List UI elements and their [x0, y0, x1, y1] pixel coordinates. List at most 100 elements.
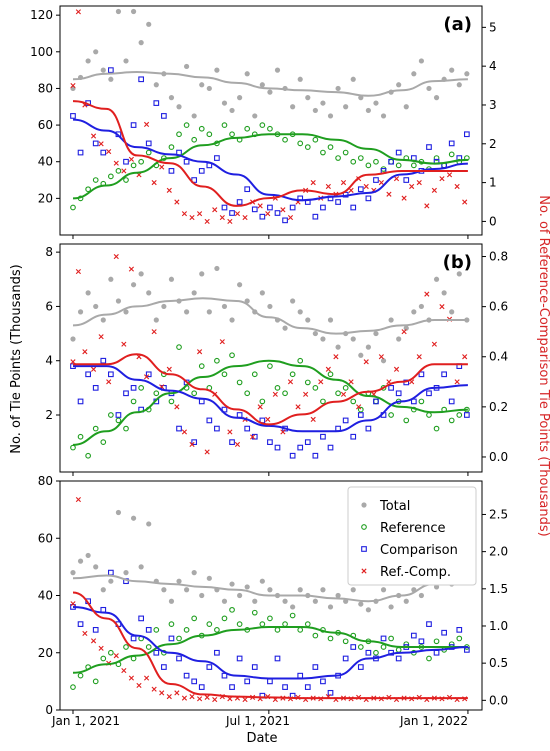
total-point — [320, 587, 326, 593]
total-point — [191, 113, 197, 119]
reference-point — [108, 649, 114, 656]
left-y-tick-label: 20 — [38, 646, 53, 660]
total-point — [146, 290, 152, 296]
reference-point — [448, 151, 455, 158]
comparison-point — [320, 433, 326, 440]
refcomp-point — [219, 339, 225, 345]
refcomp-point — [174, 404, 180, 410]
legend: Total Reference Comparison Ref.-Comp. — [347, 486, 477, 586]
comparison-point — [274, 655, 281, 662]
legend-marker-comparison — [361, 546, 367, 552]
right-y-tick-label: 2.5 — [489, 507, 508, 521]
reference-point — [320, 398, 326, 405]
comparison-point — [373, 177, 379, 183]
reference-point — [229, 352, 235, 359]
panel-label: (b) — [443, 252, 472, 273]
comparison-point — [267, 439, 273, 445]
total-point — [123, 309, 129, 315]
total-point — [184, 309, 190, 315]
total-point — [115, 298, 122, 304]
refcomp-trend-line — [72, 353, 468, 426]
comparison-point — [312, 452, 319, 459]
total-point — [312, 330, 318, 337]
right-y-tick-label: 0.5 — [489, 656, 508, 670]
total-point — [327, 604, 334, 610]
plot-frame — [59, 5, 483, 236]
refcomp-point — [181, 211, 188, 217]
total-point — [191, 290, 197, 296]
total-point — [100, 317, 106, 323]
right-y-tick-label: 1 — [489, 176, 497, 190]
comparison-point — [373, 398, 379, 405]
comparison-point — [388, 385, 394, 391]
refcomp-series — [70, 253, 468, 455]
total-point — [252, 598, 258, 604]
left-y-tick-label: 6 — [45, 299, 53, 313]
comparison-point — [395, 149, 402, 156]
refcomp-point — [90, 638, 97, 644]
left-y-tick-label: 40 — [38, 589, 53, 603]
refcomp-point — [75, 496, 81, 503]
refcomp-point — [204, 449, 210, 455]
reference-point — [335, 155, 341, 161]
reference-point — [267, 363, 273, 369]
comparison-point — [395, 390, 402, 397]
reference-point — [350, 158, 357, 165]
total-point — [433, 95, 440, 101]
total-point — [373, 330, 379, 337]
total-point — [70, 570, 76, 576]
total-point — [290, 104, 296, 110]
total-point — [297, 309, 303, 315]
plot-area — [60, 244, 482, 472]
refcomp-point — [325, 183, 331, 190]
reference-point — [191, 390, 198, 397]
total-point — [290, 604, 296, 610]
reference-point — [100, 655, 107, 662]
reference-point — [77, 433, 84, 440]
comparison-point — [267, 204, 273, 211]
refcomp-point — [234, 211, 241, 217]
refcomp-point — [121, 168, 127, 174]
reference-point — [229, 131, 235, 138]
total-point — [85, 552, 91, 559]
reference-point — [85, 452, 91, 459]
comparison-point — [327, 444, 334, 451]
refcomp-point — [431, 187, 437, 193]
total-point — [130, 515, 137, 521]
total-point — [388, 317, 394, 323]
comparison-point — [92, 385, 99, 391]
total-point — [100, 587, 106, 593]
reference-point — [206, 621, 213, 627]
total-point — [138, 271, 144, 277]
reference-point — [221, 122, 228, 128]
reference-point — [176, 344, 182, 350]
refcomp-point — [265, 416, 271, 422]
total-point — [327, 317, 334, 323]
refcomp-point — [113, 253, 119, 260]
plot-area — [60, 6, 482, 235]
reference-point — [145, 644, 152, 650]
total-point — [365, 344, 371, 350]
comparison-point — [191, 439, 198, 445]
right-y-tick-label: 0.0 — [489, 450, 508, 464]
reference-point — [138, 385, 145, 391]
total-point — [237, 282, 243, 288]
reference-point — [327, 144, 334, 150]
reference-point — [395, 162, 402, 169]
comparison-point — [441, 371, 447, 378]
reference-point — [236, 621, 243, 627]
comparison-point — [77, 398, 84, 405]
comparison-point — [282, 684, 288, 690]
total-point — [229, 581, 235, 587]
refcomp-point — [393, 176, 400, 182]
reference-point — [373, 649, 379, 656]
reference-point — [312, 632, 319, 639]
refcomp-point — [363, 183, 369, 190]
total-point — [411, 309, 417, 315]
refcomp-point — [90, 133, 97, 139]
reference-point — [168, 621, 175, 627]
right-y-tick-label: 3 — [489, 98, 497, 112]
refcomp-point — [189, 441, 195, 448]
reference-point — [123, 177, 129, 183]
refcomp-point — [204, 694, 210, 700]
